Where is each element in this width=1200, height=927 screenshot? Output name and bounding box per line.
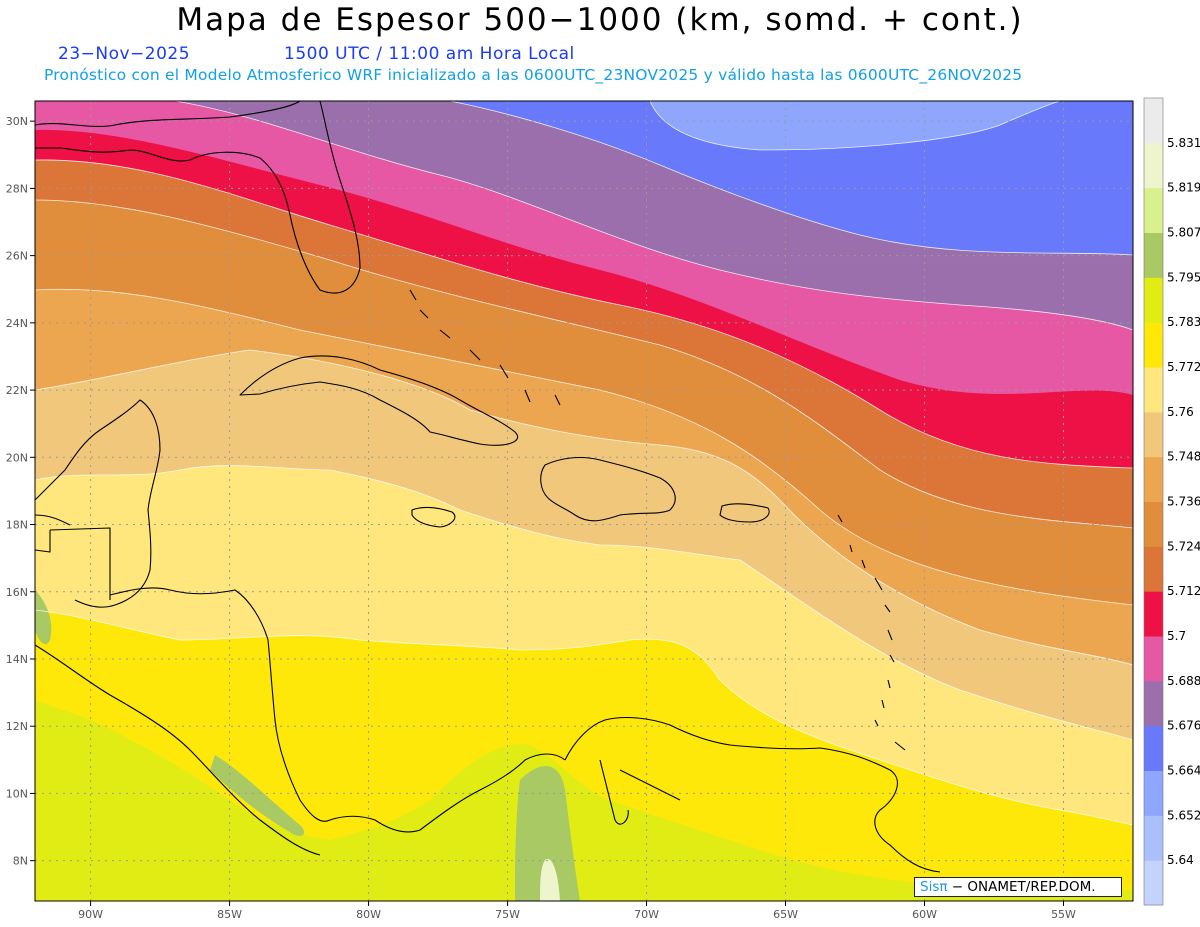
coast-yucatan	[34, 399, 161, 608]
coast-puertorico	[719, 503, 770, 523]
lat-tick-label: 16N	[6, 586, 28, 599]
colorbar-swatch	[1144, 232, 1163, 278]
forecast-time: 1500 UTC / 11:00 am Hora Local	[284, 44, 575, 64]
colorbar-swatch	[1144, 636, 1163, 682]
lat-tick-label: 10N	[6, 787, 28, 800]
colorbar-swatch	[1144, 411, 1163, 458]
colorbar-label: 5.724	[1167, 539, 1200, 553]
colorbar-label: 5.712	[1167, 584, 1200, 598]
colorbar-label: 5.64	[1167, 853, 1194, 867]
colorbar-swatch	[1144, 277, 1163, 323]
colorbar: 5.64 5.652 5.664 5.676 5.688 5.7 5.712 5.724 5.7…	[1143, 97, 1200, 906]
band-lime	[35, 700, 1133, 901]
colorbar-swatch	[1144, 591, 1163, 637]
lat-tick-label: 24N	[6, 317, 28, 330]
latitude-axis: 30N 28N 26N 24N 22N 20N 18N 16N 14N 12N 10N 8N	[6, 115, 35, 868]
band-green-west	[35, 590, 52, 645]
colorbar-label: 5.736	[1167, 495, 1200, 509]
colorbar-swatch	[1144, 98, 1163, 144]
lat-tick-label: 26N	[6, 250, 28, 263]
graticule	[35, 101, 1133, 901]
lon-tick-label: 70W	[634, 908, 659, 921]
coast-jamaica	[411, 506, 456, 528]
coast-florida	[34, 100, 361, 294]
lon-tick-label: 85W	[217, 908, 242, 921]
lat-tick-label: 18N	[6, 519, 28, 532]
lat-tick-label: 14N	[6, 653, 28, 666]
band-yellow-bright	[35, 610, 1133, 901]
colorbar-swatch	[1144, 546, 1163, 592]
colorbar-label: 5.772	[1167, 360, 1200, 374]
colorbar-label: 5.664	[1167, 764, 1200, 778]
coast-lesser-antilles	[837, 514, 906, 751]
credit-org: − ONAMET/REP.DOM.	[951, 879, 1096, 895]
coast-cuba	[239, 355, 518, 446]
colorbar-swatch	[1144, 322, 1163, 368]
colorbar-frame	[1143, 97, 1164, 906]
longitude-axis: 90W 85W 80W 75W 70W 65W 60W 55W	[78, 901, 1076, 921]
coast-south-america	[564, 716, 941, 873]
coast-central-america	[34, 587, 566, 856]
thickness-bands	[35, 101, 1133, 901]
colorbar-label: 5.652	[1167, 808, 1200, 822]
colorbar-label: 5.819	[1167, 181, 1200, 195]
coast-guatemala-border	[34, 527, 111, 600]
plot-frame	[34, 100, 1134, 902]
colorbar-swatch	[1144, 187, 1163, 233]
lat-tick-label: 12N	[6, 720, 28, 733]
band-pale-spot	[540, 859, 560, 901]
map-title: Mapa de Espesor 500−1000 (km, somd. + co…	[176, 2, 1024, 38]
coastlines	[34, 100, 941, 873]
colorbar-label: 5.831	[1167, 136, 1200, 150]
colorbar-swatch	[1144, 725, 1163, 771]
lon-tick-label: 80W	[356, 908, 381, 921]
lat-tick-label: 28N	[6, 182, 28, 195]
credit-sis: Sisπ	[920, 879, 948, 895]
colorbar-swatch	[1144, 860, 1163, 906]
colorbar-swatch	[1144, 367, 1163, 413]
colorbar-label: 5.807	[1167, 226, 1200, 240]
lat-tick-label: 20N	[6, 451, 28, 464]
colorbar-label: 5.688	[1167, 674, 1200, 688]
colorbar-label: 5.76	[1167, 405, 1194, 419]
lat-tick-label: 30N	[6, 115, 28, 128]
lon-tick-label: 65W	[773, 908, 798, 921]
forecast-date: 23−Nov−2025	[58, 44, 191, 64]
colorbar-label: 5.676	[1167, 719, 1200, 733]
credit-box: Sisπ − ONAMET/REP.DOM.	[914, 877, 1122, 897]
band-green-east	[515, 766, 580, 901]
coast-hispaniola	[540, 456, 676, 522]
colorbar-label: 5.795	[1167, 270, 1200, 284]
coast-bahamas	[409, 289, 561, 406]
colorbar-label: 5.748	[1167, 450, 1200, 464]
lon-tick-label: 75W	[495, 908, 520, 921]
colorbar-swatch	[1144, 680, 1163, 727]
colorbar-swatch	[1144, 770, 1163, 816]
forecast-subtitle: Pronóstico con el Modelo Atmosferico WRF…	[44, 66, 1023, 84]
lon-tick-label: 60W	[912, 908, 937, 921]
thickness-contours	[34, 100, 1134, 826]
colorbar-label: 5.783	[1167, 315, 1200, 329]
lat-tick-label: 22N	[6, 384, 28, 397]
colorbar-swatch	[1144, 456, 1163, 502]
colorbar-label: 5.7	[1167, 629, 1186, 643]
lon-tick-label: 90W	[78, 908, 103, 921]
colorbar-swatch	[1144, 815, 1163, 861]
lon-tick-label: 55W	[1051, 908, 1076, 921]
band-green-costarica	[210, 755, 305, 836]
colorbar-swatch	[1144, 142, 1163, 189]
colorbar-swatch	[1144, 501, 1163, 547]
lat-tick-label: 8N	[13, 855, 28, 868]
